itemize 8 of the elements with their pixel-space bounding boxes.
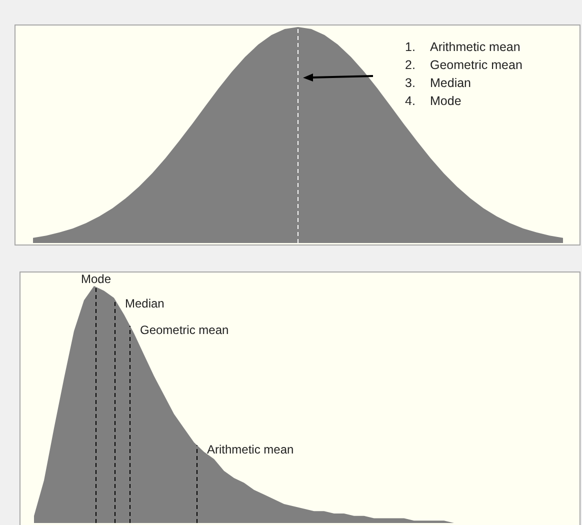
annotation: 1. Arithmetic mean	[405, 40, 520, 54]
annotation: 4. Mode	[405, 94, 462, 108]
annotation: Median	[125, 296, 164, 311]
annotation: Arithmetic mean	[207, 442, 294, 456]
text: Mode	[80, 272, 112, 286]
annotation: 3. Median	[405, 76, 472, 90]
annotation: 2. Geometric mean	[405, 58, 522, 72]
annotation: Geometric mean	[140, 322, 229, 337]
